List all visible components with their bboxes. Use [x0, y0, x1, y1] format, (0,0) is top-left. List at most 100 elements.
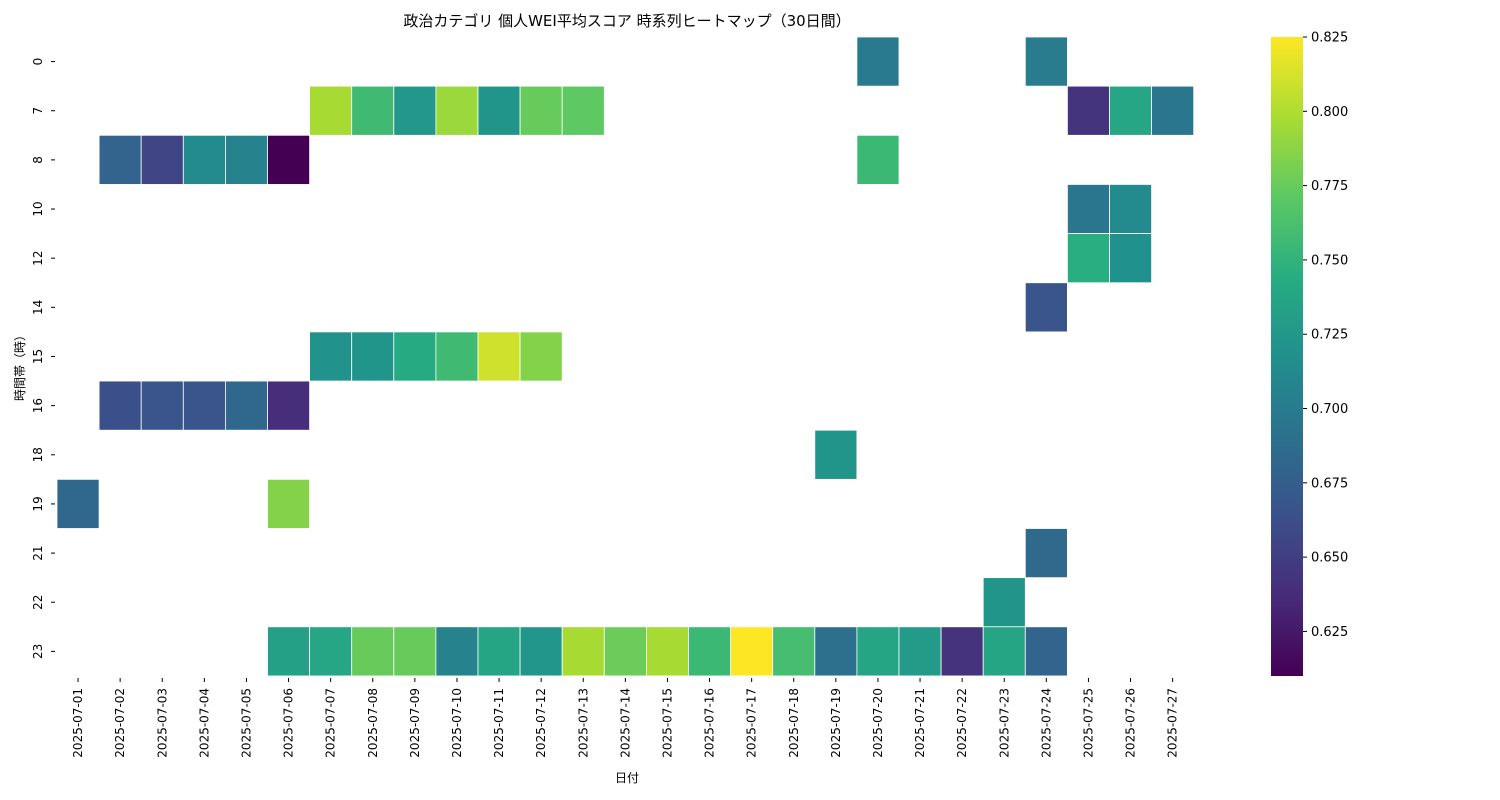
- x-tick-label: 2025-07-03: [155, 688, 169, 758]
- y-tick-label: 18: [31, 447, 45, 462]
- heatmap-cell: [898, 626, 942, 677]
- heatmap-cell: [98, 134, 142, 185]
- heatmap-cell: [435, 331, 479, 382]
- y-tick-label: 12: [31, 251, 45, 266]
- heatmap-cell: [1067, 85, 1110, 136]
- x-tick-label: 2025-07-18: [787, 688, 801, 758]
- heatmap-cell: [603, 626, 647, 677]
- y-tick-label: 16: [31, 398, 45, 413]
- x-tick-label: 2025-07-26: [1124, 688, 1138, 758]
- x-tick-label: 2025-07-02: [113, 688, 127, 758]
- heatmap-cell: [1109, 184, 1152, 234]
- x-tick-label: 2025-07-16: [703, 688, 717, 758]
- heatmap-cell: [267, 134, 310, 185]
- y-tick-label: 21: [31, 545, 45, 560]
- colorbar-tick-label: 0.775: [1311, 179, 1348, 194]
- x-tick-label: 2025-07-27: [1166, 688, 1180, 758]
- x-tick-label: 2025-07-13: [576, 688, 590, 758]
- x-tick-label: 2025-07-05: [239, 688, 253, 758]
- x-tick-label: 2025-07-01: [71, 688, 85, 758]
- x-tick-label: 2025-07-12: [534, 688, 548, 758]
- x-tick-label: 2025-07-20: [871, 688, 885, 758]
- heatmap-cell: [182, 134, 226, 185]
- heatmap-cell: [393, 626, 437, 677]
- heatmap-cell: [140, 134, 184, 185]
- heatmap-cell: [1109, 85, 1152, 136]
- y-tick-label: 15: [31, 349, 45, 364]
- heatmap-cell: [56, 478, 100, 529]
- heatmap-cell: [393, 85, 437, 136]
- heatmap-cell: [1067, 233, 1110, 284]
- heatmap-cell: [224, 134, 268, 185]
- x-tick-label: 2025-07-14: [618, 688, 632, 758]
- heatmap-cell: [856, 36, 900, 87]
- y-tick-label: 23: [31, 644, 45, 659]
- heatmap-cell: [1024, 282, 1068, 333]
- x-tick-label: 2025-07-10: [450, 688, 464, 758]
- heatmap-cell: [940, 626, 984, 677]
- x-tick-label: 2025-07-24: [1039, 688, 1053, 758]
- heatmap-cell: [519, 626, 563, 677]
- heatmap-cell: [982, 626, 1026, 677]
- heatmap-cell: [814, 429, 858, 480]
- x-tick-label: 2025-07-22: [955, 688, 969, 758]
- heatmap-cell: [730, 626, 774, 677]
- x-tick-label: 2025-07-25: [1081, 688, 1095, 758]
- x-tick-labels: 2025-07-01 2025-07-02 2025-07-03 2025-07-04…: [71, 677, 1180, 758]
- heatmap-cell: [772, 626, 816, 677]
- heatmap-cell: [140, 380, 184, 431]
- x-tick-label: 2025-07-23: [997, 688, 1011, 758]
- heatmap-cell: [393, 331, 437, 382]
- heatmap-cell: [435, 85, 479, 136]
- heatmap-cell: [224, 380, 268, 431]
- heatmap-cell: [182, 380, 226, 431]
- x-tick-label: 2025-07-11: [492, 688, 506, 758]
- y-tick-label: 8: [31, 156, 45, 164]
- y-tick-label: 10: [31, 201, 45, 216]
- heatmap-cell: [814, 626, 858, 677]
- colorbar-tick-label: 0.675: [1311, 476, 1348, 491]
- x-tick-label: 2025-07-07: [324, 688, 338, 758]
- y-tick-label: 7: [31, 107, 45, 115]
- heatmap-cell: [982, 577, 1026, 628]
- heatmap-cell: [309, 331, 353, 382]
- heatmap-cell: [856, 626, 900, 677]
- heatmap-cell: [1024, 528, 1068, 579]
- heatmap-cell: [688, 626, 731, 677]
- colorbar-tick-label: 0.725: [1311, 328, 1348, 343]
- heatmap-cell: [561, 85, 605, 136]
- heatmap-cell: [1024, 36, 1068, 87]
- heatmap-cell: [1024, 626, 1068, 677]
- colorbar-tick-label: 0.700: [1311, 402, 1348, 417]
- colorbar-gradient: [1271, 37, 1303, 676]
- heatmap-cell: [309, 85, 353, 136]
- heatmap-cell: [267, 380, 310, 431]
- x-tick-label: 2025-07-15: [660, 688, 674, 758]
- heatmap-cell: [646, 626, 689, 677]
- y-tick-label: 0: [31, 58, 45, 66]
- x-tick-label: 2025-07-06: [282, 688, 296, 758]
- y-axis-label: 時間帯（時）: [13, 329, 27, 401]
- heatmap-cell: [267, 478, 310, 529]
- heatmap-cell: [477, 331, 521, 382]
- colorbar-tick-label: 0.650: [1311, 551, 1348, 566]
- colorbar-tick-label: 0.800: [1311, 105, 1348, 120]
- x-tick-label: 2025-07-19: [829, 688, 843, 758]
- y-tick-label: 14: [31, 300, 45, 315]
- x-tick-label: 2025-07-17: [745, 688, 759, 758]
- heatmap-cell: [519, 331, 563, 382]
- heatmap-cell: [435, 626, 479, 677]
- heatmap-cell: [351, 626, 395, 677]
- x-axis-label: 日付: [615, 771, 639, 785]
- heatmap-cells: [56, 36, 1195, 677]
- heatmap-cell: [1109, 233, 1152, 284]
- x-tick-label: 2025-07-09: [408, 688, 422, 758]
- heatmap-cell: [519, 85, 563, 136]
- heatmap-cell: [351, 331, 395, 382]
- colorbar-ticks: 0.625 0.650 0.675 0.700 0.725 0.750 0.775 0.800…: [1303, 31, 1348, 640]
- y-tick-labels: 0 7 8 10 12 14 15 16 18 19 21 22 23: [31, 58, 55, 659]
- heatmap-cell: [98, 380, 142, 431]
- colorbar-tick-label: 0.750: [1311, 253, 1348, 268]
- colorbar: 0.625 0.650 0.675 0.700 0.725 0.750 0.775 0.800…: [1271, 31, 1348, 676]
